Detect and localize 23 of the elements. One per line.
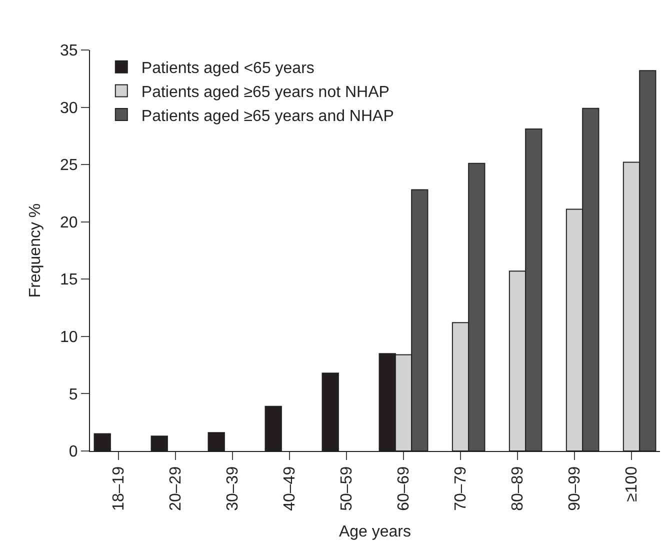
x-tick-label: 70–79 [452,466,470,511]
legend-label: Patients aged ≥65 years and NHAP [141,108,394,125]
y-tick-label: 20 [60,214,78,232]
y-tick-label: 35 [60,42,78,60]
x-tick-label: 60–69 [396,466,413,511]
x-axis-title: Age years [338,524,412,541]
x-tick-label: 18–19 [110,466,128,511]
x-tick-label: 90–99 [566,466,584,511]
y-tick-label: 0 [68,444,78,461]
legend-label: Patients aged ≥65 years not NHAP [141,84,390,101]
x-tick-label: 30–39 [224,466,242,511]
y-tick-label: 10 [60,329,78,346]
y-tick-label: 30 [60,100,78,117]
y-tick-label: 5 [68,386,78,404]
x-tick-label: 50–59 [338,466,356,511]
x-tick-label: 20–29 [168,466,185,511]
y-tick-label: 25 [60,157,78,174]
y-tick-label: 15 [60,272,78,289]
x-tick-label: 40–49 [282,466,299,511]
legend-label: Patients aged <65 years [141,60,314,78]
y-axis-title: Frequency % [26,203,44,298]
x-tick-label: ≥100 [624,466,641,502]
x-tick-label: 80–89 [510,466,527,511]
